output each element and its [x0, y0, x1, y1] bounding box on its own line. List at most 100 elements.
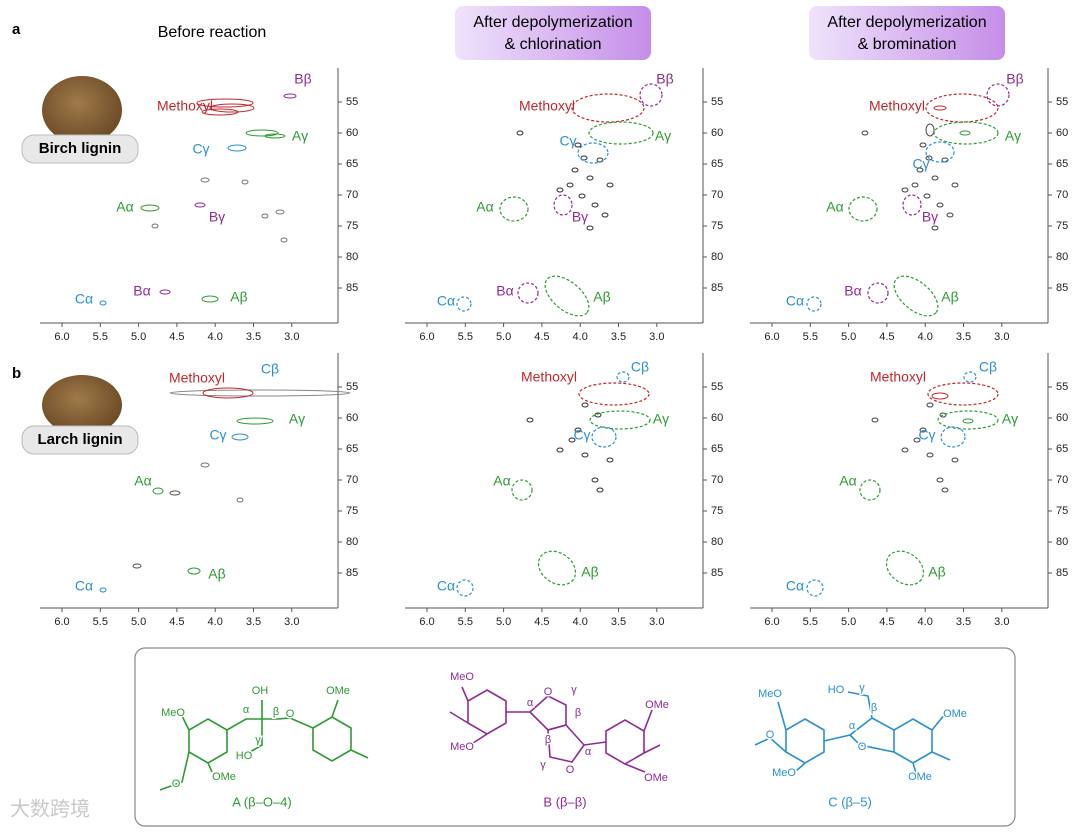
column-title: Before reaction	[158, 24, 267, 41]
contour	[283, 93, 297, 99]
signal-label: Aα	[134, 473, 151, 489]
contour	[526, 417, 534, 423]
signal-label: Aγ	[655, 128, 671, 144]
y-tick-label: 65	[346, 158, 358, 170]
signal-label: Aβ	[581, 564, 598, 580]
x-tick-label: 4.5	[169, 331, 184, 343]
signal-label: Aβ	[928, 564, 945, 580]
contour	[926, 402, 934, 408]
contour	[159, 289, 171, 295]
assignment-ellipse	[867, 282, 889, 304]
y-tick-label: 75	[1056, 505, 1068, 517]
contour	[574, 427, 582, 433]
contour	[913, 437, 921, 443]
assignment-ellipse	[544, 275, 590, 317]
contour	[99, 300, 107, 306]
atom-label: OMe	[212, 771, 236, 783]
x-tick-label: 3.5	[956, 616, 971, 628]
contour	[586, 225, 594, 231]
signal-label: Cα	[786, 578, 804, 594]
x-tick-label: 5.5	[93, 331, 108, 343]
y-tick-label: 70	[1056, 189, 1068, 201]
atom-label: O	[544, 686, 553, 698]
contour	[556, 187, 564, 193]
x-tick-label: 6.0	[764, 331, 779, 343]
sample-label: Larch lignin	[37, 431, 122, 448]
structure-box	[134, 647, 1016, 827]
y-tick-label: 85	[346, 567, 358, 579]
y-tick-label: 85	[1056, 282, 1068, 294]
y-tick-label: 55	[346, 381, 358, 393]
x-tick-label: 6.0	[419, 331, 434, 343]
atom-label: MeO	[450, 741, 474, 753]
assignment-ellipse	[588, 121, 654, 145]
contour	[568, 437, 576, 443]
x-tick-label: 3.5	[246, 616, 261, 628]
signal-label: Methoxyl	[870, 369, 926, 385]
contour	[919, 427, 927, 433]
y-tick-label: 65	[1056, 443, 1068, 455]
contour	[962, 418, 974, 424]
contour	[951, 457, 959, 463]
signal-label: Aα	[839, 473, 856, 489]
x-tick-label: 3.5	[611, 616, 626, 628]
signal-label: Bγ	[572, 209, 588, 225]
x-tick-label: 4.5	[534, 616, 549, 628]
column-title: & chlorination	[505, 36, 602, 53]
atom-label: O	[172, 778, 181, 790]
x-tick-label: 3.0	[994, 331, 1009, 343]
x-tick-label: 3.0	[994, 616, 1009, 628]
contour	[275, 209, 285, 215]
atom-label: HO	[236, 750, 253, 762]
assignment-ellipse	[902, 194, 922, 216]
atom-label: β	[273, 706, 279, 718]
y-tick-label: 75	[346, 220, 358, 232]
panel-label: b	[12, 365, 21, 382]
atom-label: O	[566, 764, 575, 776]
x-tick-label: 6.0	[54, 616, 69, 628]
y-tick-label: 55	[711, 381, 723, 393]
x-tick-label: 4.0	[208, 331, 223, 343]
x-tick-label: 3.5	[246, 331, 261, 343]
atom-label: O	[766, 729, 775, 741]
assignment-ellipse	[456, 579, 474, 597]
y-tick-label: 85	[711, 567, 723, 579]
signal-label: Cγ	[192, 141, 209, 157]
column-title: After depolymerization	[473, 14, 632, 31]
x-tick-label: 5.0	[496, 616, 511, 628]
y-tick-label: 60	[711, 412, 723, 424]
contour	[151, 223, 159, 229]
signal-label: Cβ	[979, 359, 997, 375]
contour	[925, 155, 933, 161]
assignment-ellipse	[940, 426, 966, 448]
contour	[201, 108, 239, 116]
contour	[861, 130, 869, 136]
contour	[245, 129, 279, 137]
atom-label: α	[243, 704, 250, 716]
contour	[578, 193, 586, 199]
y-tick-label: 80	[711, 536, 723, 548]
x-tick-label: 5.0	[131, 616, 146, 628]
x-tick-label: 5.0	[841, 616, 856, 628]
contour	[923, 193, 931, 199]
assignment-ellipse	[986, 83, 1010, 107]
y-tick-label: 55	[711, 96, 723, 108]
signal-label: Bβ	[656, 71, 673, 87]
contour	[264, 133, 286, 139]
contour	[591, 202, 599, 208]
signal-label: Cα	[437, 578, 455, 594]
signal-label: Cβ	[631, 359, 649, 375]
x-tick-label: 5.5	[93, 616, 108, 628]
structure-caption: B (β–β)	[543, 794, 586, 809]
assignment-ellipse	[885, 550, 925, 586]
x-tick-label: 5.5	[458, 616, 473, 628]
contour	[202, 387, 254, 399]
sample-box	[21, 134, 139, 164]
structure-bonds	[159, 686, 951, 791]
contour	[187, 567, 201, 575]
contour	[574, 142, 582, 148]
y-tick-label: 70	[346, 474, 358, 486]
signal-label: Bα	[844, 283, 861, 299]
assignment-ellipse	[616, 371, 630, 383]
contour	[209, 103, 255, 113]
